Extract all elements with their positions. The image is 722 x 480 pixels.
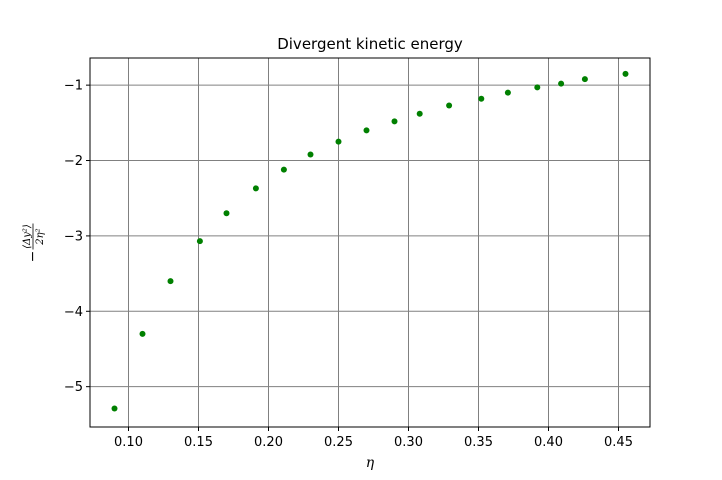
y-tick-label: −4 [64,305,83,320]
plot-frame [89,57,651,428]
y-tick-label: −5 [64,380,83,395]
y-axis-label-denominator: 2η² [35,228,46,245]
data-points [111,70,629,412]
data-point [581,76,588,83]
data-point [139,330,146,337]
x-tick-label: 0.10 [114,435,143,450]
y-axis-label-numerator: ⟨Δy²⟩ [22,224,33,249]
data-point [446,102,453,109]
data-point [223,210,230,217]
data-point [167,278,174,285]
chart-title: Divergent kinetic energy [277,35,463,53]
x-tick-label: 0.30 [394,435,423,450]
y-tick-label: −3 [64,229,83,244]
data-point [280,166,287,173]
y-axis-label: − ⟨Δy²⟩ 2η² [22,223,46,263]
data-point [111,405,118,412]
y-axis-ticks: −5 −4 −3 −2 −1 [64,79,90,395]
data-point [335,138,342,145]
data-point [363,127,370,134]
y-axis-label-sign: − [25,251,41,263]
data-point [252,185,259,192]
data-point [558,80,565,87]
data-point [416,110,423,117]
x-tick-label: 0.35 [464,435,493,450]
data-point [478,95,485,102]
data-point [196,238,203,245]
x-axis-ticks: 0.10 0.15 0.20 0.25 0.30 0.35 0.40 0.45 [114,427,633,450]
x-tick-label: 0.25 [324,435,353,450]
data-point [307,151,314,158]
data-point [504,89,511,96]
x-tick-label: 0.45 [604,435,633,450]
grid-lines [90,58,650,427]
x-tick-label: 0.40 [534,435,563,450]
data-point [534,84,541,91]
data-point [622,70,629,77]
y-tick-label: −1 [64,79,83,94]
data-point [391,118,398,125]
y-tick-label: −2 [64,154,83,169]
x-tick-label: 0.20 [254,435,283,450]
x-tick-label: 0.15 [184,435,213,450]
x-axis-label: η [366,455,375,471]
